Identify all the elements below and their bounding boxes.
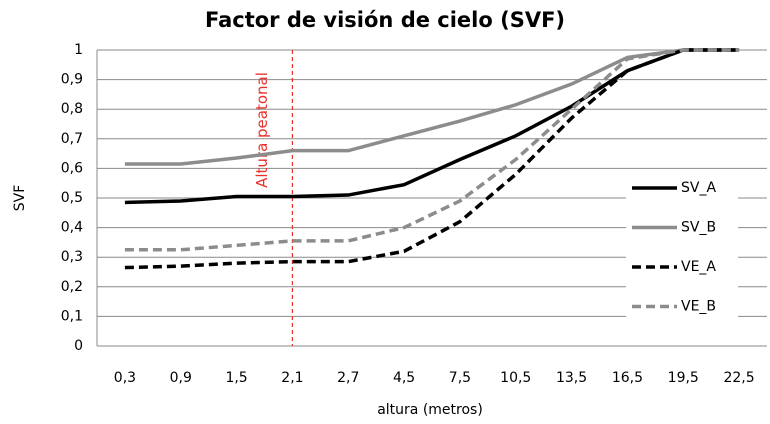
annotation-text: Altura peatonal xyxy=(253,72,271,188)
x-tick-label: 2,7 xyxy=(337,370,359,386)
y-tick-label: 0,6 xyxy=(61,160,83,176)
chart-title: Factor de visión de cielo (SVF) xyxy=(205,8,565,32)
series-line xyxy=(124,48,740,270)
x-tick-label: 19,5 xyxy=(668,370,699,386)
legend-label: VE_A xyxy=(681,259,716,275)
x-tick-label: 0,3 xyxy=(114,370,136,386)
x-tick-label: 22,5 xyxy=(723,370,754,386)
x-tick-label: 10,5 xyxy=(500,370,531,386)
x-tick-label: 4,5 xyxy=(393,370,415,386)
y-tick-label: 0,3 xyxy=(61,249,83,265)
x-tick-label: 7,5 xyxy=(449,370,471,386)
y-tick-label: 1 xyxy=(74,42,83,58)
legend-label: VE_B xyxy=(681,299,716,315)
x-tick-label: 2,1 xyxy=(281,370,303,386)
x-tick-label: 0,9 xyxy=(170,370,192,386)
x-axis-label: altura (metros) xyxy=(377,402,483,418)
legend-label: SV_A xyxy=(681,180,716,196)
y-tick-label: 0,7 xyxy=(61,131,83,147)
y-tick-label: 0,2 xyxy=(61,279,83,295)
y-tick-label: 0,8 xyxy=(61,101,83,117)
y-tick-label: 0,9 xyxy=(61,72,83,88)
series-line xyxy=(124,48,740,252)
y-tick-label: 0 xyxy=(74,338,83,354)
legend-box xyxy=(626,170,738,325)
x-tick-label: 1,5 xyxy=(225,370,247,386)
y-tick-label: 0,5 xyxy=(61,190,83,206)
series-line xyxy=(124,48,740,166)
legend-label: SV_B xyxy=(681,220,716,236)
y-axis-label: SVF xyxy=(12,185,28,212)
y-tick-label: 0,1 xyxy=(61,308,83,324)
x-tick-label: 13,5 xyxy=(556,370,587,386)
x-tick-label: 16,5 xyxy=(612,370,643,386)
y-tick-label: 0,4 xyxy=(61,220,83,236)
